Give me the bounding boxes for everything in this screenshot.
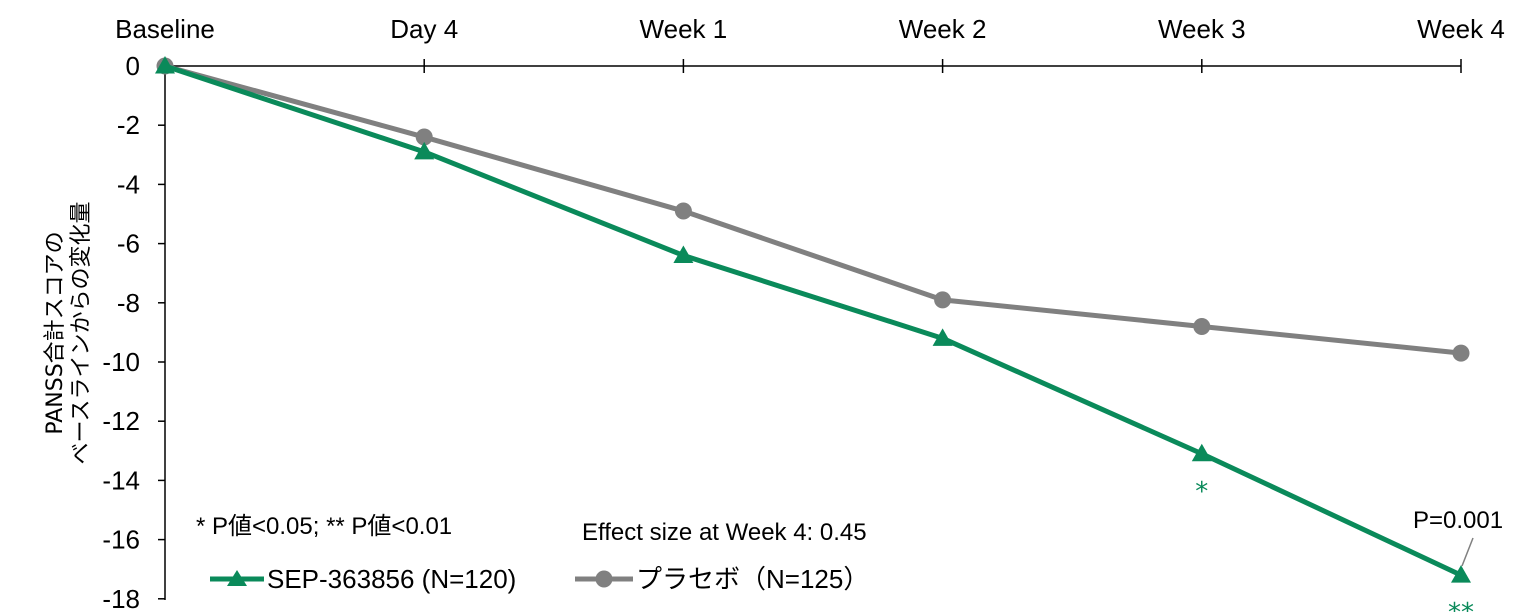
y-tick-label: 0	[126, 51, 140, 81]
significance-marker: **	[1448, 598, 1474, 612]
significance-marker: *	[1195, 477, 1208, 507]
data-point	[1193, 317, 1211, 335]
data-point	[1452, 344, 1470, 362]
series-group	[155, 56, 1471, 583]
y-tick-label: -12	[102, 406, 140, 436]
x-axis: Baseline Day 4 Week 1 Week 2 Week 3 Week 4	[115, 14, 1505, 73]
data-point	[155, 56, 175, 74]
y-tick-label: -16	[102, 525, 140, 555]
x-tick-label: Week 2	[899, 14, 987, 44]
y-axis-label-line2: ベースラインからの変化量	[69, 202, 94, 465]
effect-size-text: Effect size at Week 4: 0.45	[582, 519, 867, 546]
data-point	[673, 245, 694, 263]
data-point	[934, 291, 952, 309]
pvalue-legend-text: * P値<0.05; ** P値<0.01	[196, 513, 452, 540]
legend-label: プラセボ（N=125）	[636, 564, 869, 594]
data-point	[1451, 565, 1471, 583]
y-tick-label: -6	[117, 229, 140, 259]
data-point	[674, 202, 692, 220]
series-line	[164, 63, 1463, 578]
x-tick-label: Week 4	[1417, 14, 1505, 44]
legend-marker	[227, 570, 247, 586]
legend-marker	[595, 570, 613, 588]
y-tick-label: -14	[102, 465, 140, 495]
y-tick-label: -4	[117, 169, 140, 199]
x-tick-label: Day 4	[390, 14, 458, 44]
x-tick-label: Week 3	[1158, 14, 1246, 44]
significance-markers: ***	[1195, 477, 1474, 612]
y-tick-label: -8	[117, 288, 140, 318]
y-axis-label-line1: PANSS合計スコアの	[43, 231, 68, 434]
x-tick-label: Baseline	[115, 14, 215, 44]
data-point	[932, 328, 953, 346]
legend: SEP-363856 (N=120) プラセボ（N=125）	[210, 564, 869, 594]
week4-pvalue-leader-line	[1461, 537, 1474, 567]
data-point	[414, 141, 435, 160]
y-tick-label: -10	[102, 347, 140, 377]
y-tick-label: -18	[102, 584, 140, 612]
x-tick-label: Week 1	[640, 14, 728, 44]
series-line	[164, 63, 1462, 356]
legend-label: SEP-363856 (N=120)	[267, 564, 516, 594]
week4-pvalue-text: P=0.001	[1413, 507, 1503, 534]
y-tick-label: -2	[117, 110, 140, 140]
y-axis: 0 -2 -4 -6 -8 -10 -12 -14 -16 -18	[102, 51, 166, 612]
data-point	[1191, 443, 1212, 462]
data-point	[415, 128, 433, 146]
